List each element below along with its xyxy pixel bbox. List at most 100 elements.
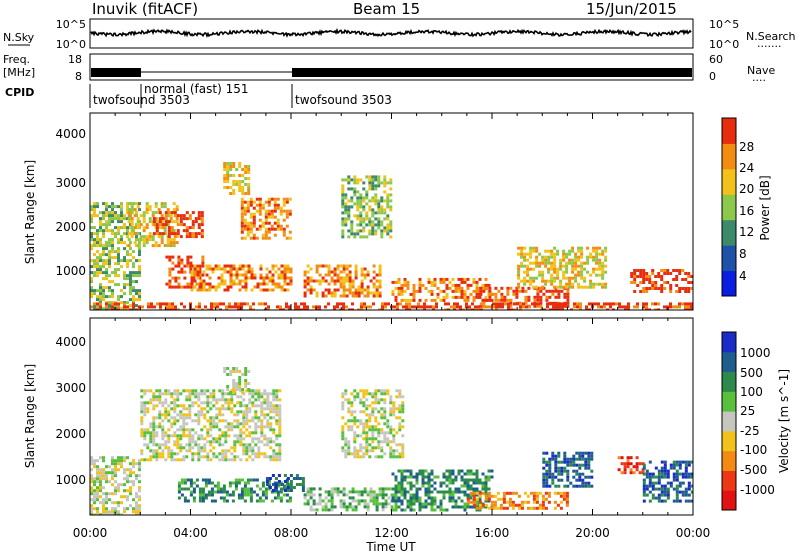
heatmap-region-9: [391, 277, 494, 302]
xaxis-label: Time UT: [365, 540, 416, 554]
nave-label: Nave: [747, 64, 775, 77]
xtick-0800: 08:00: [274, 526, 309, 540]
velocity-cbar-tick-100: 100: [740, 385, 763, 399]
heatmap-region-8: [341, 175, 393, 239]
power-ytick-3000: 3000: [55, 176, 86, 190]
heatmap-region-13: [90, 302, 693, 310]
power-cbar-tick-20: 20: [739, 182, 754, 196]
velocity-cbar-tick-1000: 1000: [740, 346, 771, 360]
noise-panel: N.Sky 10^5 10^0 10^5 10^0 N.Search ·····…: [3, 18, 796, 53]
power-ytick-4000: 4000: [55, 127, 86, 141]
heatmap-region-12: [630, 269, 693, 293]
power-cbar-tick-4: 4: [739, 269, 747, 283]
frequency-panel: Freq. [MHz] 18 8 60 0 Nave ····: [3, 53, 775, 87]
station-title: Inuvik (fitACF): [92, 0, 198, 18]
heatmap-region-11: [517, 246, 608, 289]
colorbar-swatch-2: [722, 450, 736, 471]
heatmap-region-3: [177, 478, 292, 503]
colorbar-swatch-5: [722, 143, 736, 170]
cpid-segment-2: normal (fast) 151: [144, 82, 248, 96]
velocity-cbar-tick-500: 500: [740, 366, 763, 380]
heatmap-region-9: [542, 451, 594, 488]
heatmap-region-1: [140, 389, 282, 462]
velocity-cbar-tick-25: 25: [740, 404, 755, 418]
power-cbar-tick-12: 12: [739, 225, 754, 239]
heatmap-region-4: [265, 474, 305, 492]
colorbar-swatch-0: [722, 490, 736, 511]
velocity-heatmap: [90, 367, 693, 515]
cpid-segment-3: twofsound 3503: [295, 93, 392, 107]
noise-left-tick-top: 10^5: [56, 18, 86, 31]
heatmap-region-5: [303, 487, 394, 512]
power-heatmap: [90, 162, 693, 310]
heatmap-region-1: [127, 202, 179, 248]
velocity-ytick-4000: 4000: [55, 335, 86, 349]
heatmap-region-4: [223, 162, 251, 195]
velocity-ytick-2000: 2000: [55, 427, 86, 441]
heatmap-region-6: [190, 264, 293, 292]
velocity-cbar-tick-neg500: -500: [740, 463, 767, 477]
power-cbar-tick-16: 16: [739, 204, 754, 218]
power-cbar-label: Power [dB]: [758, 175, 772, 240]
heatmap-region-11: [642, 460, 693, 503]
noise-right-label: N.Search: [746, 30, 796, 43]
date-title: 15/Jun/2015: [586, 0, 677, 18]
colorbar-swatch-4: [722, 168, 736, 195]
cpid-panel: CPID twofsound 3503 normal (fast) 151 tw…: [5, 82, 392, 108]
time-axis: 00:00 04:00 08:00 12:00 16:00 20:00 00:0…: [73, 526, 711, 554]
colorbar-swatch-2: [722, 219, 736, 246]
colorbar-swatch-1: [722, 470, 736, 491]
power-cbar-tick-24: 24: [739, 161, 754, 175]
velocity-cbar-tick-neg100: -100: [740, 443, 767, 457]
velocity-colorbar: 1000 500 100 25 -25 -100 -500 -1000 Velo…: [721, 331, 791, 511]
xtick-1200: 12:00: [374, 526, 409, 540]
heatmap-region-10: [617, 456, 645, 475]
heatmap-region-0: [90, 456, 141, 515]
velocity-ytick-3000: 3000: [55, 381, 86, 395]
colorbar-swatch-3: [722, 430, 736, 452]
xtick-1600: 16:00: [475, 526, 510, 540]
noise-right-dots: ·······: [757, 40, 781, 53]
power-ytick-2000: 2000: [55, 220, 86, 234]
heatmap-region-2: [223, 367, 251, 394]
power-panel: Slant Range [km] 4000 3000 2000 1000: [23, 112, 694, 311]
power-cbar-tick-28: 28: [739, 140, 754, 154]
velocity-ytick-1000: 1000: [55, 473, 86, 487]
colorbar-swatch-6: [722, 371, 736, 392]
velocity-cbar-tick-neg1000: -1000: [740, 483, 775, 497]
freq-label-1: Freq.: [3, 53, 30, 66]
colorbar-swatch-5: [722, 391, 736, 412]
noise-left-label: N.Sky: [3, 31, 35, 44]
colorbar-swatch-0: [722, 270, 736, 297]
velocity-cbar-tick-neg25: -25: [740, 424, 760, 438]
freq-tick-top: 18: [68, 53, 82, 66]
colorbar-swatch-4: [722, 411, 736, 432]
power-colorbar: 28 24 20 16 12 8 4 Power [dB]: [721, 117, 772, 297]
xtick-2400: 00:00: [676, 526, 711, 540]
heatmap-region-7: [303, 264, 382, 298]
heatmap-region-7: [391, 469, 494, 512]
heatmap-region-2: [152, 211, 204, 239]
freq-tick-bottom: 8: [75, 70, 82, 83]
noise-right-tick-bottom: 10^0: [709, 38, 739, 51]
nave-dots: ····: [752, 74, 766, 87]
heatmap-region-6: [341, 389, 405, 459]
colorbar-swatch-7: [722, 351, 736, 373]
colorbar-swatch-3: [722, 194, 736, 221]
noise-right-tick-top: 10^5: [709, 18, 739, 31]
power-ytick-1000: 1000: [55, 264, 86, 278]
freq-band-2: [292, 68, 692, 77]
xtick-0000: 00:00: [73, 526, 108, 540]
velocity-panel: Slant Range [km] 4000 3000 2000 1000: [23, 317, 694, 516]
noise-left-tick-bottom: 10^0: [56, 38, 86, 51]
colorbar-swatch-8: [722, 332, 736, 353]
nave-tick-top: 60: [709, 53, 723, 66]
cpid-segment-1: twofsound 3503: [93, 93, 190, 107]
colorbar-swatch-1: [722, 245, 736, 272]
noise-sky-line: [90, 27, 692, 38]
velocity-cbar-label: Velocity [m s^-1]: [777, 369, 791, 473]
freq-band-1: [91, 68, 141, 77]
freq-label-2: [MHz]: [3, 66, 35, 79]
cpid-label: CPID: [5, 86, 34, 99]
